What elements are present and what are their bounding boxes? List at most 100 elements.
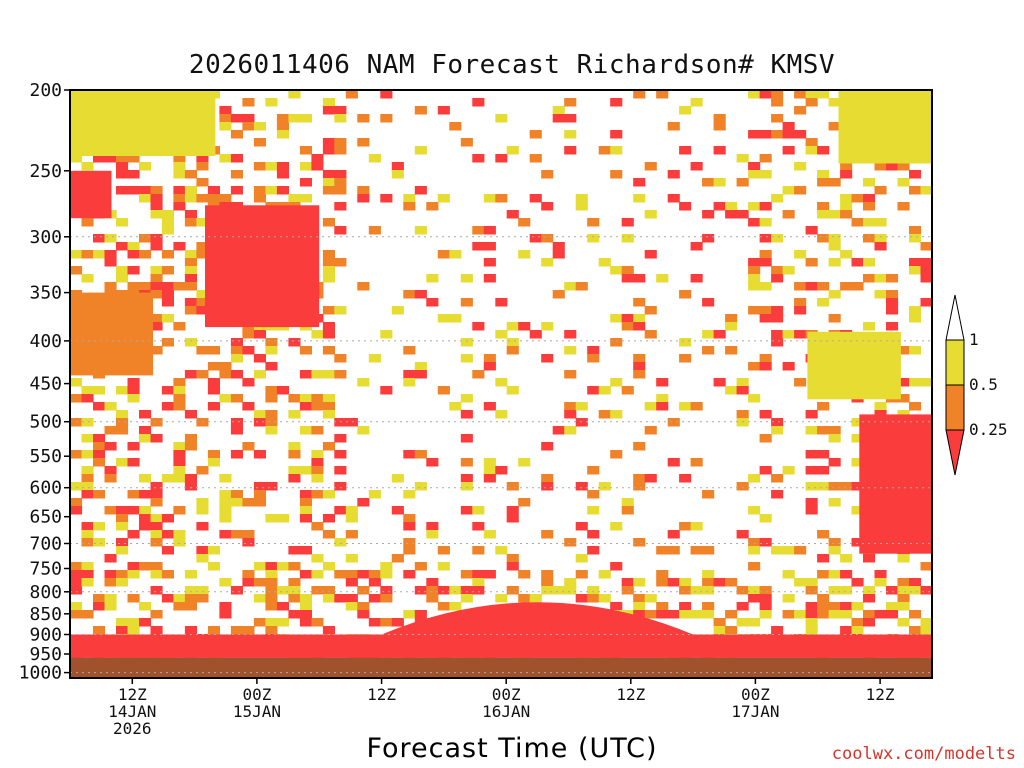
field-cell [81, 450, 94, 459]
field-cell [93, 154, 106, 163]
field-cell [840, 610, 853, 619]
field-cell [483, 194, 496, 203]
field-cell [748, 506, 761, 515]
field-cell [322, 266, 335, 275]
field-cell [265, 410, 278, 419]
field-cell [472, 522, 485, 531]
field-cell [472, 578, 485, 587]
field-cell [506, 346, 519, 355]
field-cell [587, 490, 600, 499]
field-cell [610, 450, 623, 459]
field-cell [541, 530, 554, 539]
field-cell [633, 314, 646, 323]
field-cell [817, 202, 830, 211]
field-cell [127, 186, 140, 195]
field-cell [805, 578, 818, 587]
field-cell [139, 522, 152, 531]
field-cell [840, 554, 853, 563]
field-cell [184, 170, 197, 179]
field-cell [702, 546, 715, 555]
field-cell [70, 602, 83, 611]
field-cell [242, 442, 255, 451]
field-cell [920, 186, 933, 195]
field-cell [874, 186, 887, 195]
field-cell [794, 250, 807, 259]
field-cell [127, 282, 140, 291]
field-cell [116, 546, 129, 555]
field-cell [265, 186, 278, 195]
field-cell [759, 154, 772, 163]
field-cell [633, 370, 646, 379]
field-cell [863, 554, 876, 563]
field-cell [702, 602, 715, 611]
field-cell [483, 530, 496, 539]
field-cell [690, 546, 703, 555]
y-tick-label: 250 [29, 161, 62, 182]
field-cell [414, 562, 427, 571]
field-region [70, 634, 932, 658]
field-cell [564, 410, 577, 419]
field-cell [196, 546, 209, 555]
field-cell [196, 298, 209, 307]
field-cell [414, 370, 427, 379]
field-cell [909, 306, 922, 315]
field-cell [840, 626, 853, 635]
field-cell [161, 338, 174, 347]
field-cell [403, 450, 416, 459]
field-cell [587, 586, 600, 595]
field-cell [184, 626, 197, 635]
field-cell [748, 90, 761, 99]
field-cell [840, 250, 853, 259]
field-cell [368, 594, 381, 603]
field-cell [196, 522, 209, 531]
field-cell [81, 218, 94, 227]
field-cell [391, 554, 404, 563]
field-cell [621, 322, 634, 331]
field-cell [334, 114, 347, 123]
field-cell [771, 474, 784, 483]
field-cell [403, 538, 416, 547]
field-cell [771, 426, 784, 435]
field-cell [207, 626, 220, 635]
field-cell [736, 530, 749, 539]
field-cell [345, 570, 358, 579]
field-cell [817, 146, 830, 155]
field-cell [782, 146, 795, 155]
field-cell [541, 578, 554, 587]
field-cell [541, 234, 554, 243]
field-cell [897, 578, 910, 587]
field-cell [610, 378, 623, 387]
field-cell [299, 346, 312, 355]
field-cell [334, 594, 347, 603]
field-cell [322, 402, 335, 411]
field-cell [127, 170, 140, 179]
field-cell [483, 258, 496, 267]
field-cell [173, 322, 186, 331]
field-cell [920, 298, 933, 307]
field-cell [874, 610, 887, 619]
field-cell [288, 338, 301, 347]
field-cell [161, 314, 174, 323]
field-cell [621, 314, 634, 323]
field-cell [391, 162, 404, 171]
field-cell [322, 330, 335, 339]
field-cell [150, 242, 163, 251]
field-cell [495, 466, 508, 475]
field-cell [610, 522, 623, 531]
field-cell [116, 218, 129, 227]
field-cell [679, 474, 692, 483]
field-cell [93, 450, 106, 459]
field-cell [276, 602, 289, 611]
field-cell [70, 418, 83, 427]
field-cell [81, 578, 94, 587]
field-cell [460, 338, 473, 347]
field-cell [265, 338, 278, 347]
field-cell [541, 442, 554, 451]
field-cell [196, 250, 209, 259]
field-cell [483, 362, 496, 371]
field-cell [242, 578, 255, 587]
field-cell [276, 514, 289, 523]
field-cell [219, 530, 232, 539]
field-cell [93, 490, 106, 499]
